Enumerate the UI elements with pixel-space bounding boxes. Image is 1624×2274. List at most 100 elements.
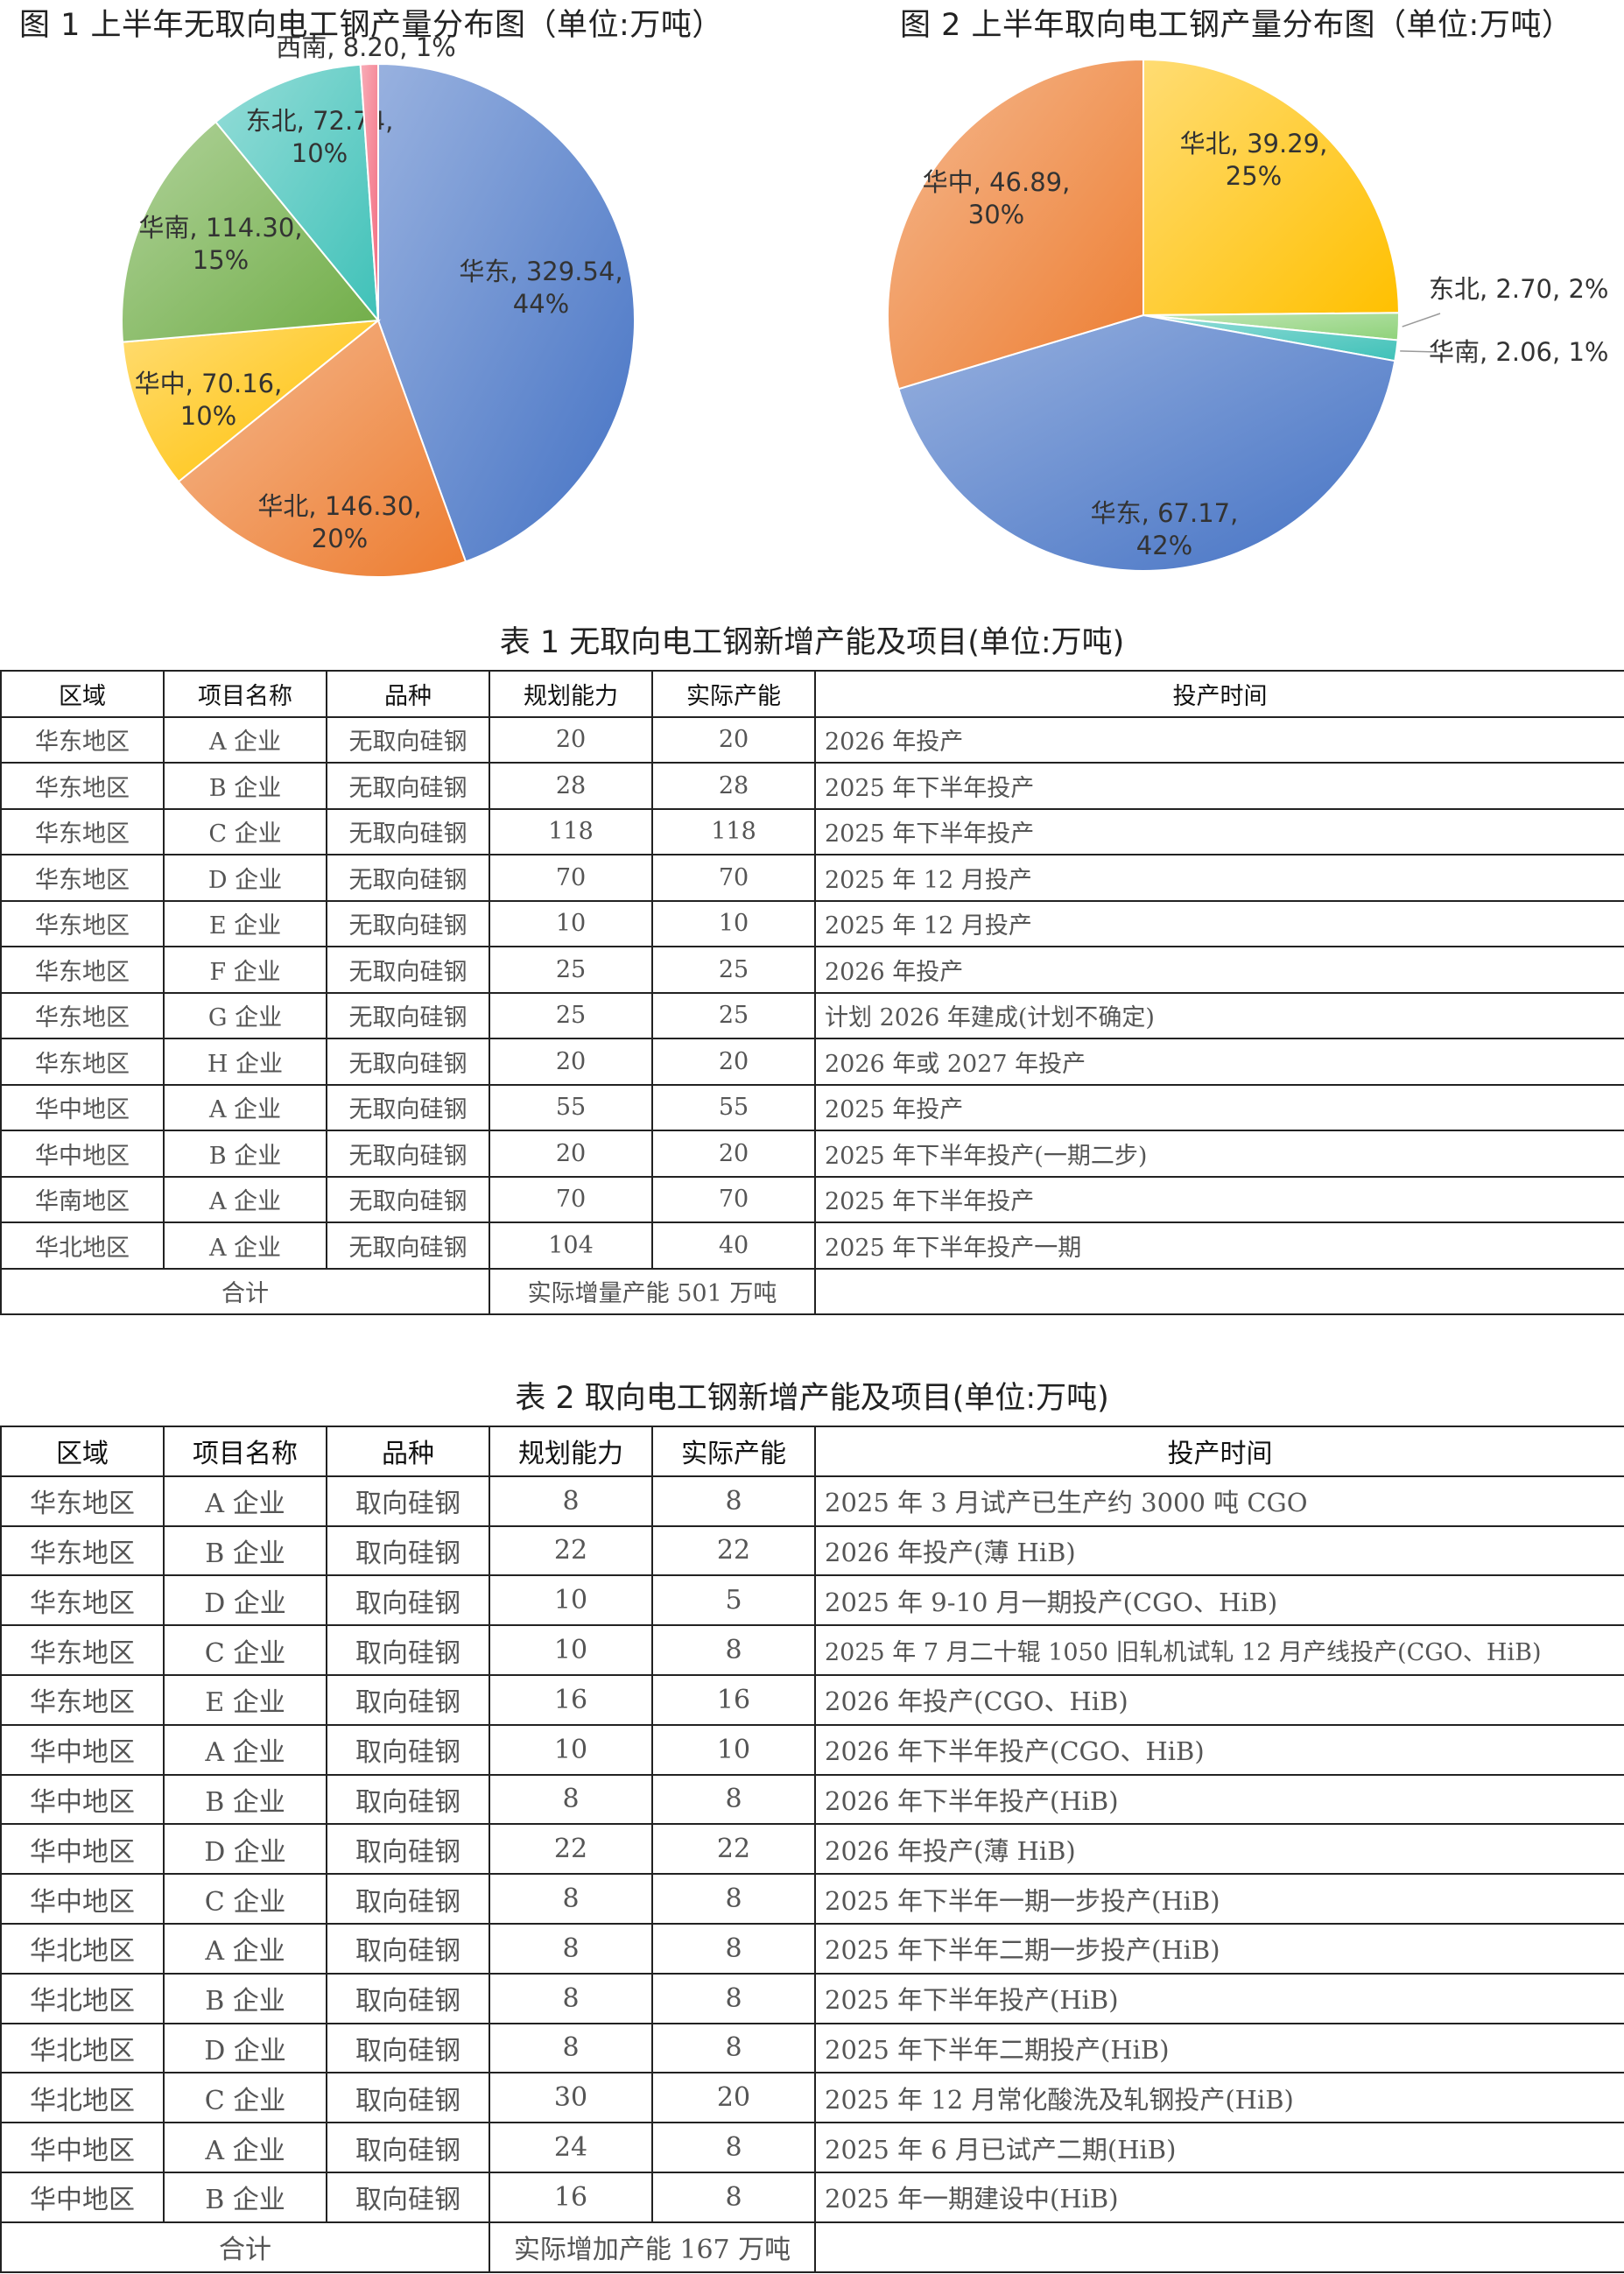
cell-project: A 企业 <box>163 1221 327 1270</box>
cell-region: 华东地区 <box>0 899 165 947</box>
slice-percent-label: 20% <box>312 524 368 553</box>
cell-actual: 8 <box>651 1773 816 1826</box>
cell-project: A 企业 <box>163 1922 327 1975</box>
cell-planned: 10 <box>489 1723 653 1776</box>
cell-time: 2026 年投产(薄 HiB) <box>814 1823 1624 1876</box>
cell-project: B 企业 <box>163 762 327 810</box>
cell-planned: 70 <box>489 1175 653 1223</box>
cell-variety: 无取向硅钢 <box>326 1130 490 1178</box>
cell-variety: 取向硅钢 <box>326 2122 490 2173</box>
cell-project: C 企业 <box>163 1873 327 1925</box>
table-row: 华北地区 A 企业 无取向硅钢 104 40 2025 年下半年投产一期 <box>0 1221 1624 1270</box>
cell-planned: 8 <box>489 1972 653 2024</box>
cell-actual: 8 <box>651 1873 816 1925</box>
col-header-region: 区域 <box>0 1426 165 1477</box>
leader-line <box>1402 313 1441 327</box>
cell-variety: 取向硅钢 <box>326 1475 490 1527</box>
cell-actual: 20 <box>651 715 816 764</box>
cell-actual: 10 <box>651 1723 816 1776</box>
cell-planned: 10 <box>489 1624 653 1676</box>
cell-actual: 8 <box>651 2122 816 2173</box>
cell-variety: 无取向硅钢 <box>326 991 490 1039</box>
cell-actual: 10 <box>651 899 816 947</box>
cell-variety: 取向硅钢 <box>326 1922 490 1975</box>
pie-slice-534e5317 <box>1142 58 1401 317</box>
cell-actual: 70 <box>651 1175 816 1223</box>
table-row: 华东地区 D 企业 无取向硅钢 70 70 2025 年 12 月投产 <box>0 854 1624 902</box>
cell-project: F 企业 <box>163 946 327 994</box>
cell-region: 华中地区 <box>0 1823 165 1876</box>
cell-region: 华中地区 <box>0 1083 165 1131</box>
cell-planned: 10 <box>489 899 653 947</box>
total-value: 实际增加产能 167 万吨 <box>489 2221 816 2273</box>
slice-label: 华北, 146.30, <box>257 491 421 521</box>
slice-percent-label: 30% <box>968 200 1024 229</box>
cell-planned: 20 <box>489 1038 653 1086</box>
cell-project: B 企业 <box>163 2171 327 2223</box>
cell-planned: 24 <box>489 2122 653 2173</box>
cell-region: 华中地区 <box>0 1723 165 1776</box>
figure-1-title: 图 1 上半年无取向电工钢产量分布图（单位:万吨） <box>19 8 723 43</box>
cell-time: 2025 年一期建设中(HiB) <box>814 2171 1624 2223</box>
cell-planned: 20 <box>489 1130 653 1178</box>
col-header-actual: 实际产能 <box>651 670 816 718</box>
table-oriented-capacity: 区域 项目名称 品种 规划能力 实际产能 投产时间 华东地区 A 企业 取向硅钢 8 8… <box>0 1426 1624 2273</box>
table-header-row: 区域 项目名称 品种 规划能力 实际产能 投产时间 <box>0 670 1624 718</box>
cell-variety: 取向硅钢 <box>326 1972 490 2024</box>
cell-variety: 无取向硅钢 <box>326 762 490 810</box>
table-row: 华中地区 A 企业 取向硅钢 10 10 2026 年下半年投产(CGO、HiB) <box>0 1723 1624 1776</box>
cell-variety: 无取向硅钢 <box>326 807 490 855</box>
cell-variety: 取向硅钢 <box>326 1673 490 1726</box>
pie-chart-non-oriented: 华东, 329.54, 44% 华北, 146.30, 20% 华中, 70.16, 10… <box>121 32 636 578</box>
cell-planned: 10 <box>489 1574 653 1627</box>
cell-variety: 取向硅钢 <box>326 1624 490 1676</box>
cell-planned: 8 <box>489 2022 653 2074</box>
cell-variety: 取向硅钢 <box>326 1873 490 1925</box>
slice-label: 华东, 329.54, <box>459 257 622 286</box>
pie-slice-534e4e2d <box>887 58 1144 391</box>
cell-region: 华东地区 <box>0 762 165 810</box>
table-row: 华中地区 B 企业 取向硅钢 16 8 2025 年一期建设中(HiB) <box>0 2171 1624 2223</box>
slice-label: 华北, 39.29, <box>1180 129 1328 158</box>
slice-label: 华南, 2.06, 1% <box>1429 337 1608 367</box>
cell-actual: 20 <box>651 1130 816 1178</box>
cell-actual: 55 <box>651 1083 816 1131</box>
cell-actual: 16 <box>651 1673 816 1726</box>
table-row: 华东地区 A 企业 取向硅钢 8 8 2025 年 3 月试产已生产约 3000 吨 CG… <box>0 1475 1624 1527</box>
col-header-planned: 规划能力 <box>489 670 653 718</box>
total-label: 合计 <box>0 1267 490 1315</box>
table-row: 华东地区 G 企业 无取向硅钢 25 25 计划 2026 年建成(计划不确定) <box>0 991 1624 1039</box>
cell-region: 华东地区 <box>0 1673 165 1726</box>
cell-actual: 8 <box>651 2022 816 2074</box>
pie-slice-534e5357 <box>121 120 380 343</box>
cell-time: 2025 年下半年投产 <box>814 762 1624 810</box>
cell-planned: 28 <box>489 762 653 810</box>
cell-project: B 企业 <box>163 1773 327 1826</box>
pie-slice-4e1c5317 <box>214 63 380 324</box>
table-row: 华东地区 D 企业 取向硅钢 10 5 2025 年 9-10 月一期投产(CGO、HiB… <box>0 1574 1624 1627</box>
cell-actual: 118 <box>651 807 816 855</box>
cell-actual: 20 <box>651 2072 816 2124</box>
total-value: 实际增量产能 501 万吨 <box>489 1267 816 1315</box>
cell-time: 2025 年下半年投产 <box>814 1175 1624 1223</box>
cell-variety: 无取向硅钢 <box>326 946 490 994</box>
cell-region: 华中地区 <box>0 1130 165 1178</box>
cell-region: 华北地区 <box>0 1922 165 1975</box>
cell-planned: 118 <box>489 807 653 855</box>
cell-project: A 企业 <box>163 715 327 764</box>
pie-slice-534e4e2d <box>121 319 382 483</box>
table-row: 华东地区 C 企业 取向硅钢 10 8 2025 年 7 月二十辊 1050 旧轧机试轧 … <box>0 1624 1624 1676</box>
figure-2-title: 图 2 上半年取向电工钢产量分布图（单位:万吨） <box>900 8 1573 43</box>
cell-actual: 8 <box>651 1972 816 2024</box>
cell-actual: 40 <box>651 1221 816 1270</box>
cell-region: 华北地区 <box>0 1221 165 1270</box>
cell-time: 2025 年 7 月二十辊 1050 旧轧机试轧 12 月产线投产(CGO、Hi… <box>814 1624 1624 1676</box>
cell-planned: 70 <box>489 854 653 902</box>
cell-variety: 无取向硅钢 <box>326 899 490 947</box>
cell-region: 华东地区 <box>0 1038 165 1086</box>
cell-time: 计划 2026 年建成(计划不确定) <box>814 991 1624 1039</box>
cell-project: C 企业 <box>163 2072 327 2124</box>
cell-project: A 企业 <box>163 1723 327 1776</box>
cell-time: 2025 年 12 月常化酸洗及轧钢投产(HiB) <box>814 2072 1624 2124</box>
cell-region: 华东地区 <box>0 807 165 855</box>
